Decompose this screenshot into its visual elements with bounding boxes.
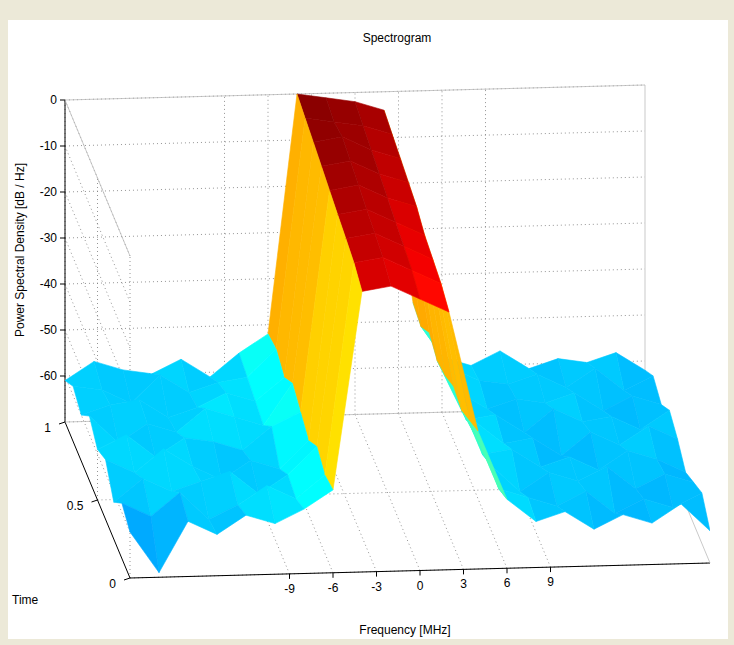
surface-cell: [615, 499, 652, 523]
chart: -9-6-3036900.51-60-50-40-30-20-100Spectr…: [0, 0, 734, 645]
tick: [60, 192, 65, 193]
tick: [60, 330, 65, 331]
grid-line: [399, 413, 464, 569]
tick: [60, 376, 65, 377]
tick: [124, 578, 130, 580]
tick: [60, 100, 65, 101]
tick: [376, 572, 377, 577]
grid-line: [65, 100, 130, 256]
surface-cell: [325, 263, 362, 490]
z-axis-title: Power Spectral Density [dB / Hz]: [13, 163, 27, 337]
z-tick-label: -50: [40, 323, 58, 337]
y-tick-label: 1: [44, 421, 51, 435]
grid-line: [65, 192, 130, 348]
surface-cell: [673, 493, 710, 531]
labels: -9-6-3036900.51-60-50-40-30-20-100Spectr…: [12, 31, 554, 637]
box-edge: [65, 100, 130, 256]
y-tick-label: 0.5: [67, 499, 84, 513]
tick: [333, 573, 334, 578]
tick: [463, 569, 464, 574]
x-tick-label: -9: [284, 582, 295, 596]
box-edge: [645, 85, 646, 407]
frame-background: [0, 0, 734, 645]
grid-line: [65, 100, 66, 422]
x-tick-label: 6: [504, 576, 511, 590]
title: Spectrogram: [363, 31, 432, 45]
x-tick-label: 9: [547, 575, 554, 589]
grid-line: [97, 178, 98, 500]
tick: [550, 567, 551, 572]
tick: [289, 574, 290, 579]
grid-line: [130, 563, 710, 578]
y-tick-label: 0: [109, 577, 116, 591]
x-tick-label: 3: [460, 577, 467, 591]
z-tick-label: -10: [40, 139, 58, 153]
grid: [65, 85, 710, 578]
x-tick-label: 0: [417, 579, 424, 593]
tick: [60, 238, 65, 239]
tick: [59, 422, 65, 424]
tick: [507, 568, 508, 573]
grid-line: [65, 146, 130, 302]
figure-background: [8, 20, 728, 639]
surface-cell: [122, 503, 159, 572]
surface-cell: [296, 475, 333, 509]
tick: [92, 500, 98, 502]
x-tick-label: -6: [328, 581, 339, 595]
surface-cell: [462, 410, 499, 489]
x-axis-title: Frequency [MHz]: [359, 623, 450, 637]
x-tick-label: -3: [371, 580, 382, 594]
grid-line: [65, 85, 645, 100]
tick: [60, 146, 65, 147]
axes-frame: [65, 85, 710, 578]
y-axis-title: Time: [12, 593, 39, 607]
z-tick-label: 0: [50, 93, 57, 107]
surface-cell: [65, 361, 102, 390]
box-edge: [65, 85, 645, 100]
axis-line: [65, 100, 66, 422]
axis-line: [130, 563, 710, 578]
surface: [65, 94, 710, 573]
z-tick-label: -40: [40, 277, 58, 291]
z-tick-label: -20: [40, 185, 58, 199]
tick: [420, 571, 421, 576]
surface-cell: [470, 421, 507, 500]
tick: [60, 284, 65, 285]
surface-cell: [238, 486, 275, 524]
z-tick-label: -30: [40, 231, 58, 245]
z-tick-label: -60: [40, 369, 58, 383]
grid-line: [355, 415, 420, 571]
